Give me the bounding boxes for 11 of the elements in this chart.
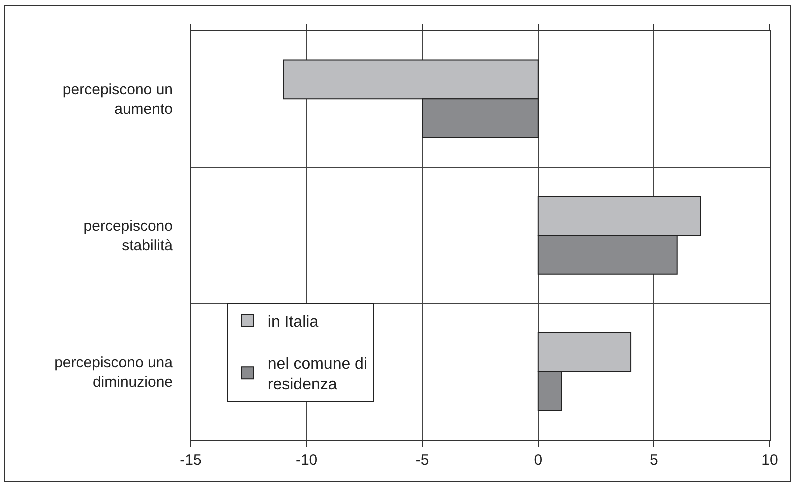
x-tick-label: -10 xyxy=(296,452,318,469)
y-tick-label: percepiscono stabilità xyxy=(84,218,174,254)
x-tick-label: 5 xyxy=(650,452,658,469)
x-tick-label: -15 xyxy=(180,452,202,469)
legend-label: nel comune di residenza xyxy=(268,356,368,394)
x-tick-label: 10 xyxy=(762,452,778,469)
y-tick-label: percepiscono una diminuzione xyxy=(54,354,174,391)
y-tick-label: percepiscono un aumento xyxy=(62,82,173,118)
legend-label: in Italia xyxy=(268,314,319,332)
x-tick-label: -5 xyxy=(416,452,430,469)
x-tick-label: 0 xyxy=(534,452,543,469)
